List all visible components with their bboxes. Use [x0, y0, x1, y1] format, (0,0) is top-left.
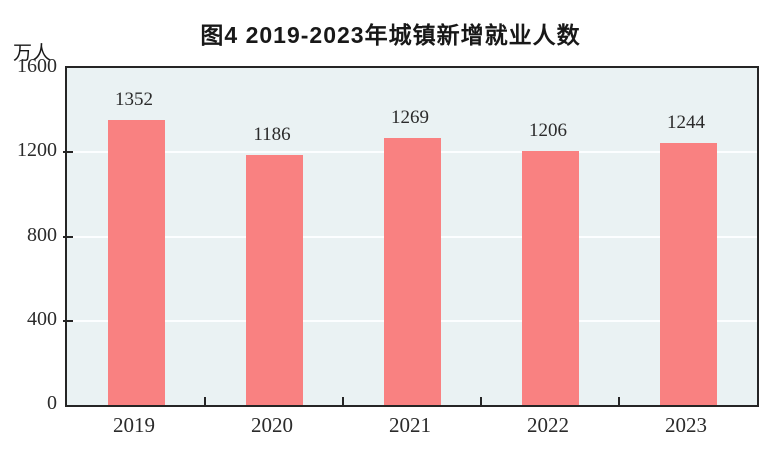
y-tick-mark-800 [63, 235, 73, 238]
x-tick-label-2023: 2023 [665, 413, 707, 437]
x-tick-label-2022: 2022 [527, 413, 569, 437]
bar-value-label-2019: 1352 [115, 89, 153, 111]
y-axis-unit-label: 万人 [13, 43, 52, 64]
x-tick-mark-3 [480, 397, 482, 405]
x-tick-mark-1 [204, 397, 206, 405]
bar-2019 [107, 120, 165, 405]
y-tick-label-1600: 1600 [17, 55, 57, 77]
bar-2021 [383, 137, 441, 405]
bar-2020 [245, 155, 303, 405]
bar-value-label-2023: 1244 [667, 111, 705, 133]
y-tick-mark-400 [63, 319, 73, 322]
y-tick-label-800: 800 [27, 223, 57, 246]
bar-2023 [659, 142, 717, 405]
y-tick-mark-1200 [63, 151, 73, 154]
x-tick-label-2019: 2019 [113, 413, 155, 437]
y-tick-label-1200: 1200 [17, 139, 57, 162]
chart-title: 图4 2019-2023年城镇新增就业人数 [200, 22, 581, 48]
bar-value-label-2022: 1206 [529, 119, 567, 141]
y-tick-label-0: 0 [47, 392, 57, 414]
y-tick-label-400: 400 [27, 307, 57, 330]
bar-2022 [521, 150, 579, 405]
bar-value-label-2021: 1269 [391, 106, 429, 128]
x-tick-mark-4 [618, 397, 620, 405]
plot-area [63, 66, 759, 407]
x-tick-label-2021: 2021 [389, 413, 431, 437]
x-tick-mark-2 [342, 397, 344, 405]
bar-value-label-2020: 1186 [253, 124, 291, 146]
x-tick-label-2020: 2020 [251, 413, 293, 437]
